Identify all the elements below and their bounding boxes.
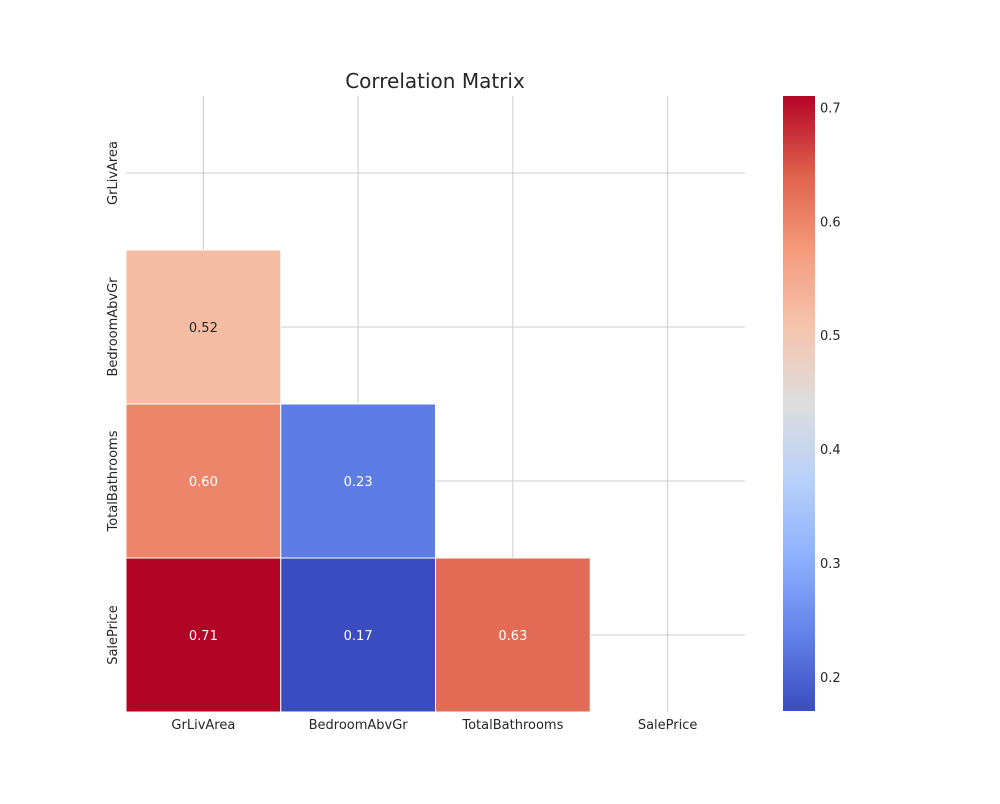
colorbar-tick-label: 0.5 xyxy=(820,329,841,344)
colorbar-tick-label: 0.6 xyxy=(820,215,841,230)
colorbar-tick-label: 0.3 xyxy=(820,557,841,572)
cell-value-label: 0.71 xyxy=(189,629,218,644)
colorbar: 0.2 0.3 0.4 0.5 0.6 0.7 xyxy=(783,96,841,711)
y-tick-label: GrLivArea xyxy=(106,141,121,205)
colorbar-gradient xyxy=(783,96,815,711)
x-tick-label: TotalBathrooms xyxy=(461,718,563,733)
y-tick-label: TotalBathrooms xyxy=(106,430,121,532)
colorbar-tick-label: 0.4 xyxy=(820,443,841,458)
y-tick-label: BedroomAbvGr xyxy=(106,277,121,377)
x-tick-label: SalePrice xyxy=(638,718,698,733)
heatmap-cells: 0.52 0.60 0.23 0.71 0.17 0.63 xyxy=(125,249,591,713)
x-tick-labels: GrLivArea BedroomAbvGr TotalBathrooms SaleP… xyxy=(171,718,697,733)
cell-value-label: 0.17 xyxy=(344,629,373,644)
colorbar-tick-label: 0.7 xyxy=(820,101,841,116)
heatmap-cell xyxy=(125,249,282,405)
x-tick-label: BedroomAbvGr xyxy=(309,718,409,733)
cell-value-label: 0.60 xyxy=(189,475,218,490)
heatmap-cell xyxy=(280,403,436,559)
cell-value-label: 0.52 xyxy=(189,321,218,336)
heatmap-cell xyxy=(125,557,282,713)
cell-value-label: 0.63 xyxy=(498,629,527,644)
cell-value-label: 0.23 xyxy=(344,475,373,490)
y-tick-label: SalePrice xyxy=(106,605,121,665)
y-tick-labels: GrLivArea BedroomAbvGr TotalBathrooms SaleP… xyxy=(106,141,121,665)
heatmap-cell xyxy=(435,557,591,713)
chart-title: Correlation Matrix xyxy=(345,69,525,93)
heatmap-cell xyxy=(280,557,436,713)
colorbar-tick-label: 0.2 xyxy=(820,671,841,686)
x-tick-label: GrLivArea xyxy=(171,718,235,733)
